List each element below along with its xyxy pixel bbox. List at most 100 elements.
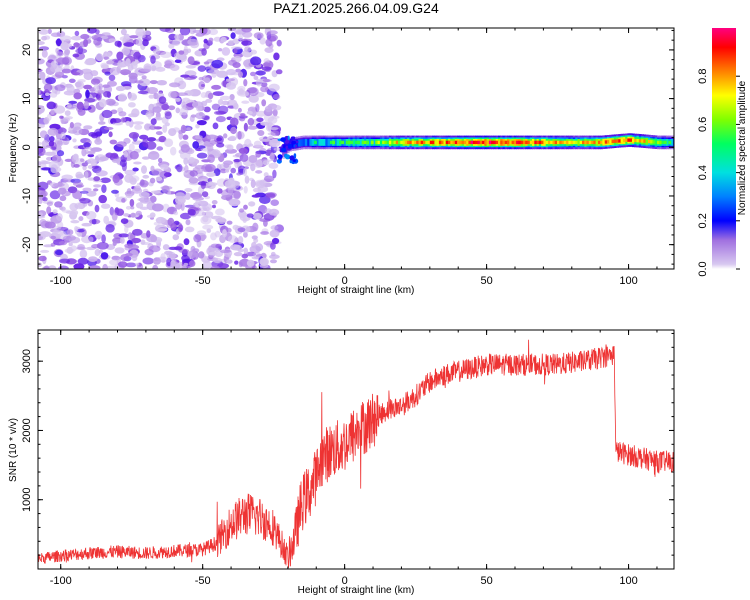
spectral-noise-blob — [52, 209, 58, 215]
spectral-noise-blob — [255, 103, 260, 113]
spectral-noise-blob — [237, 227, 246, 233]
spectral-noise-blob — [49, 136, 55, 142]
spectral-noise-blob — [73, 92, 82, 100]
spectral-noise-blob — [181, 259, 191, 263]
spectral-noise-blob — [60, 41, 69, 51]
spectral-noise-blob — [179, 28, 191, 36]
spectral-ridge-cell — [582, 140, 585, 145]
spectral-noise-blob — [253, 140, 262, 147]
spectral-noise-blob — [55, 249, 63, 256]
spectral-noise-blob — [218, 48, 223, 52]
spectral-ridge-cell — [329, 140, 333, 145]
spectral-noise-blob — [84, 70, 90, 76]
spectral-noise-blob — [195, 135, 203, 140]
spectral-noise-blob — [66, 84, 75, 94]
spectral-noise-blob — [68, 78, 76, 84]
x-tick-label: -50 — [195, 575, 211, 587]
spectral-noise-blob — [135, 210, 142, 216]
spectral-noise-blob — [46, 101, 56, 110]
spectral-noise-blob — [292, 159, 296, 162]
spectral-ridge-cell — [443, 140, 447, 145]
spectral-noise-blob — [69, 202, 79, 211]
spectral-noise-blob — [109, 67, 121, 76]
spectral-noise-blob — [135, 262, 140, 266]
spectral-noise-blob — [117, 261, 128, 268]
spectral-noise-blob — [178, 131, 183, 140]
spectral-ridge-cell — [395, 140, 399, 145]
spectral-ridge-cell — [588, 140, 592, 145]
spectral-ridge-cell — [495, 140, 499, 145]
spectral-noise-blob — [219, 95, 231, 101]
spectral-ridge-cell — [366, 140, 370, 145]
spectral-noise-blob — [47, 28, 52, 34]
spectral-ridge-cell — [448, 140, 451, 145]
spectral-noise-blob — [70, 35, 83, 41]
spectral-noise-blob — [195, 112, 206, 120]
spectral-noise-blob — [159, 164, 169, 170]
spectral-noise-blob — [75, 48, 88, 54]
spectral-noise-blob — [115, 208, 125, 216]
spectral-noise-blob — [237, 248, 244, 253]
spectral-noise-blob — [77, 257, 89, 265]
spectral-noise-blob — [192, 101, 204, 109]
spectral-ridge-cell — [336, 139, 340, 146]
spectral-noise-blob — [155, 216, 166, 224]
spectral-noise-blob — [59, 35, 72, 42]
spectral-noise-blob — [186, 127, 192, 131]
spectral-ridge-cell — [350, 140, 354, 145]
spectral-noise-blob — [202, 261, 212, 269]
spectral-ridge-cell — [627, 138, 631, 142]
spectral-noise-blob — [224, 179, 236, 189]
spectral-noise-blob — [98, 121, 106, 125]
spectral-noise-blob — [98, 83, 103, 90]
spectral-noise-blob — [238, 115, 248, 119]
spectral-noise-blob — [275, 69, 283, 75]
spectral-ridge-cell — [529, 140, 533, 145]
spectral-noise-blob — [105, 98, 116, 106]
spectral-ridge-cell — [352, 139, 356, 146]
spectral-noise-blob — [188, 177, 199, 184]
spectral-ridge-cell — [498, 140, 501, 145]
spectral-noise-blob — [253, 32, 264, 39]
spectral-noise-blob — [50, 64, 62, 73]
spectral-noise-blob — [101, 234, 106, 244]
spectral-noise-blob — [248, 201, 256, 207]
spectral-noise-blob — [248, 94, 259, 103]
spectral-noise-blob — [146, 109, 154, 114]
spectral-noise-blob — [130, 212, 136, 218]
spectral-ridge-cell — [393, 140, 397, 145]
spectral-ridge-cell — [420, 140, 424, 145]
spectral-noise-blob — [212, 122, 219, 130]
spectral-ridge-cell — [620, 139, 624, 143]
spectral-noise-blob — [225, 148, 237, 154]
spectral-noise-blob — [149, 80, 158, 85]
spectral-noise-blob — [41, 50, 48, 58]
spectral-noise-blob — [79, 198, 91, 204]
spectral-noise-blob — [54, 89, 61, 95]
spectral-noise-blob — [243, 204, 248, 210]
spectral-ridge-cell — [609, 139, 613, 144]
spectral-noise-blob — [129, 150, 139, 160]
spectral-noise-blob — [252, 222, 259, 232]
spectral-noise-blob — [180, 212, 192, 220]
spectral-noise-blob — [39, 71, 46, 81]
spectral-noise-blob — [116, 141, 127, 148]
spectral-noise-blob — [187, 209, 196, 216]
spectral-noise-blob — [131, 237, 141, 244]
spectral-ridge-cell — [438, 140, 442, 145]
spectral-ridge-cell — [325, 139, 329, 146]
spectral-noise-blob — [175, 195, 186, 205]
spectral-noise-blob — [250, 71, 256, 77]
spectral-noise-blob — [212, 91, 225, 96]
spectral-noise-blob — [68, 242, 73, 247]
spectral-noise-blob — [181, 265, 187, 269]
spectral-noise-blob — [103, 56, 110, 60]
spectral-noise-blob — [161, 103, 170, 111]
spectral-noise-blob — [108, 131, 113, 138]
spectral-noise-blob — [240, 113, 246, 117]
spectral-noise-blob — [281, 147, 287, 153]
spectral-noise-blob — [160, 51, 172, 58]
spectral-noise-blob — [50, 32, 62, 38]
